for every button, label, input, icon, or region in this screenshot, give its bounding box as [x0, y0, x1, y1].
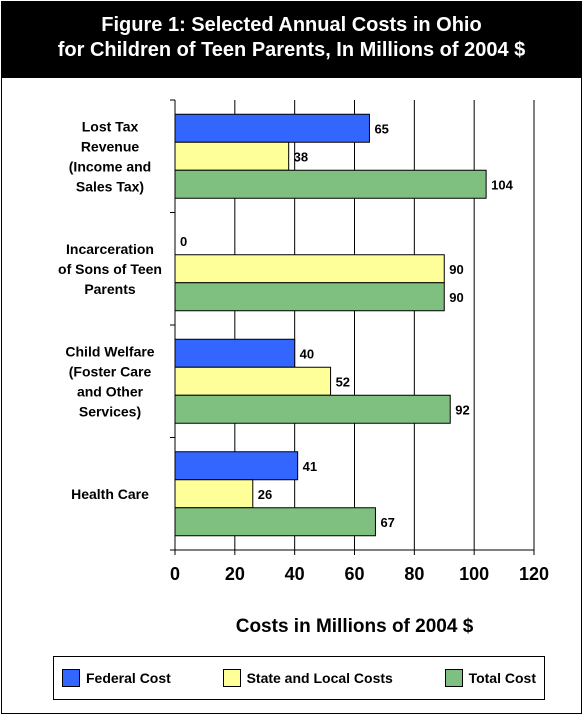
- bar-total-cost: [174, 394, 451, 424]
- bar-total-cost: [174, 507, 376, 537]
- legend-label-total: Total Cost: [468, 670, 536, 686]
- bar-state-and-local-costs: [174, 366, 332, 396]
- x-tick-label: 40: [285, 564, 305, 584]
- legend: Federal Cost State and Local Costs Total…: [53, 656, 545, 700]
- legend-label-state: State and Local Costs: [246, 670, 393, 686]
- category-label: Child Welfare: [65, 343, 154, 359]
- category-label: Health Care: [71, 486, 149, 502]
- legend-item-federal: Federal Cost: [62, 669, 171, 687]
- chart-title-line-1: Figure 1: Selected Annual Costs in Ohio: [101, 14, 482, 36]
- bar-state-and-local-costs: [174, 479, 254, 509]
- category-label: of Sons of Teen: [58, 261, 162, 277]
- category-label: (Foster Care: [69, 363, 152, 379]
- x-tick-label: 60: [344, 564, 364, 584]
- data-label: 52: [336, 374, 350, 389]
- x-axis-title: Costs in Millions of 2004 $: [236, 616, 474, 637]
- data-label: 92: [455, 402, 469, 417]
- data-label: 90: [449, 262, 463, 277]
- legend-swatch-state: [222, 669, 241, 687]
- data-label: 26: [258, 487, 272, 502]
- category-label: and Other: [77, 383, 144, 399]
- x-tick-label: 80: [404, 564, 424, 584]
- data-label: 90: [449, 290, 463, 305]
- data-label: 104: [491, 177, 513, 192]
- data-label: 67: [380, 515, 394, 530]
- bar-state-and-local-costs: [174, 254, 445, 284]
- bar-total-cost: [174, 282, 445, 312]
- category-label: Parents: [84, 281, 136, 297]
- bar-federal-cost: [174, 451, 299, 481]
- bar-federal-cost: [174, 113, 370, 143]
- x-tick-label: 120: [519, 564, 549, 584]
- chart-title-line-2: for Children of Teen Parents, In Million…: [57, 39, 526, 61]
- data-label: 40: [300, 346, 314, 361]
- legend-label-federal: Federal Cost: [86, 670, 171, 686]
- category-label: Revenue: [81, 138, 140, 154]
- category-label: Incarceration: [66, 241, 154, 257]
- category-label: (Income and: [69, 158, 151, 174]
- category-label: Lost Tax: [82, 118, 139, 134]
- bar-federal-cost: [174, 338, 296, 368]
- bar-total-cost: [174, 169, 487, 199]
- legend-item-total: Total Cost: [444, 669, 536, 687]
- category-label: Services): [79, 403, 141, 419]
- legend-item-state: State and Local Costs: [222, 669, 393, 687]
- x-tick-label: 20: [225, 564, 245, 584]
- bar-state-and-local-costs: [174, 141, 290, 171]
- x-tick-label: 100: [459, 564, 489, 584]
- data-label: 41: [303, 459, 317, 474]
- x-tick-label: 0: [170, 564, 180, 584]
- legend-swatch-federal: [62, 669, 80, 687]
- category-label: Sales Tax): [76, 178, 144, 194]
- chart-title: Figure 1: Selected Annual Costs in Ohio …: [2, 2, 581, 78]
- data-label: 65: [374, 121, 388, 136]
- data-label: 38: [294, 149, 308, 164]
- data-label: 0: [180, 234, 187, 249]
- legend-swatch-total: [444, 669, 463, 687]
